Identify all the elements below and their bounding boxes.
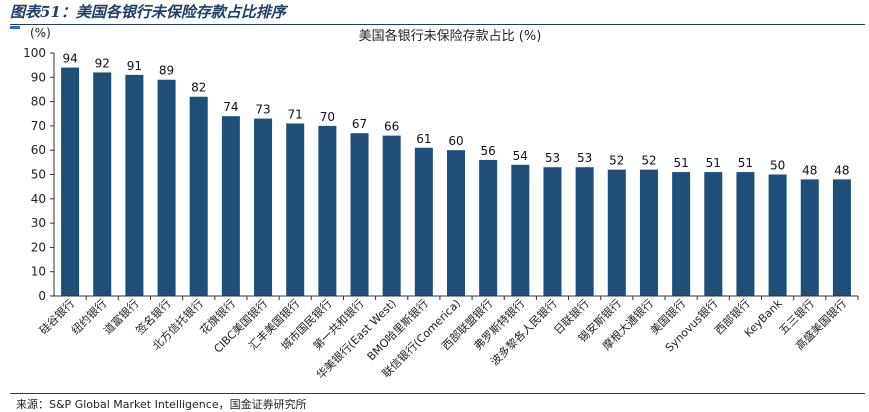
bar-value-label: 92: [95, 56, 110, 70]
bar: [157, 79, 176, 296]
bar-value-label: 52: [609, 154, 624, 168]
bar: [768, 174, 787, 296]
bar-value-label: 50: [770, 159, 785, 173]
x-axis: 硅谷银行纽约银行道富银行签名银行北方信托银行花旗银行CIBC美国银行汇丰美国银行…: [36, 295, 859, 382]
bar-value-label: 82: [191, 81, 206, 95]
bar-value-label: 54: [513, 149, 528, 163]
bar-value-label: 67: [352, 117, 367, 131]
bar-value-label: 73: [255, 103, 270, 117]
bar: [254, 118, 273, 296]
y-axis-label: (%): [30, 26, 51, 40]
chart-title: 美国各银行未保险存款占比 (%): [359, 28, 542, 44]
bar: [382, 135, 401, 296]
bar: [607, 169, 626, 296]
bar: [125, 74, 144, 297]
bar: [800, 179, 819, 296]
bar-value-label: 70: [320, 110, 335, 124]
bar: [543, 167, 562, 296]
y-tick-label: 60: [31, 143, 46, 157]
bar-value-label: 66: [384, 120, 399, 134]
source-note: 来源：S&P Global Market Intelligence，国金证券研究…: [16, 398, 307, 411]
figure-title: 图表51：美国各银行未保险存款占比排序: [10, 3, 286, 21]
bar: [704, 172, 723, 296]
y-tick-label: 80: [31, 95, 46, 109]
bar: [318, 125, 337, 297]
bar: [286, 123, 305, 296]
bar: [639, 169, 658, 296]
bar: [511, 164, 530, 296]
bar-value-label: 61: [416, 132, 431, 146]
bar: [414, 147, 433, 296]
y-axis: 0 10 20 30 40 50 60 70 80 90 100: [23, 46, 55, 303]
y-tick-label: 40: [31, 192, 46, 206]
y-tick-label: 90: [31, 70, 46, 84]
bar-value-label: 53: [577, 151, 592, 165]
bar-value-label: 56: [481, 144, 496, 158]
bar: [93, 72, 112, 296]
bar-value-label: 89: [159, 64, 174, 78]
bar-value-label: 51: [673, 156, 688, 170]
bar-value-label: 51: [738, 156, 753, 170]
y-tick-label: 70: [31, 119, 46, 133]
bar-value-label: 74: [223, 100, 238, 114]
y-tick-label: 20: [31, 240, 46, 254]
y-tick-label: 0: [38, 289, 46, 303]
bar: [446, 150, 466, 296]
bar-value-label: 94: [62, 52, 77, 66]
bar-value-label: 48: [834, 163, 849, 177]
bar: [61, 67, 80, 296]
bar: [575, 167, 594, 296]
y-tick-label: 100: [23, 46, 46, 60]
bar-value-label: 71: [288, 107, 303, 121]
y-tick-label: 50: [31, 168, 46, 182]
bar: [189, 96, 208, 297]
title-accent: [10, 26, 20, 29]
bar: [832, 179, 851, 296]
bar: [350, 133, 369, 296]
title-rule: [10, 24, 865, 25]
bar-value-label: 91: [127, 59, 142, 73]
bottom-rule: [10, 393, 865, 394]
bar-value-label: 53: [545, 151, 560, 165]
bar-value-label: 60: [448, 134, 463, 148]
bar-value-label: 48: [802, 163, 817, 177]
bars-group: 94 92 91 89 82 74 73 71 70 67 66 61 60 56 54 53 53 52 52 51…: [61, 52, 851, 297]
y-tick-label: 30: [31, 216, 46, 230]
bar: [672, 172, 691, 296]
bar-value-label: 51: [706, 156, 721, 170]
y-tick-label: 10: [31, 265, 46, 279]
bar: [221, 116, 240, 297]
bar-value-label: 52: [641, 154, 656, 168]
bar: [736, 172, 755, 296]
bar: [479, 159, 498, 296]
